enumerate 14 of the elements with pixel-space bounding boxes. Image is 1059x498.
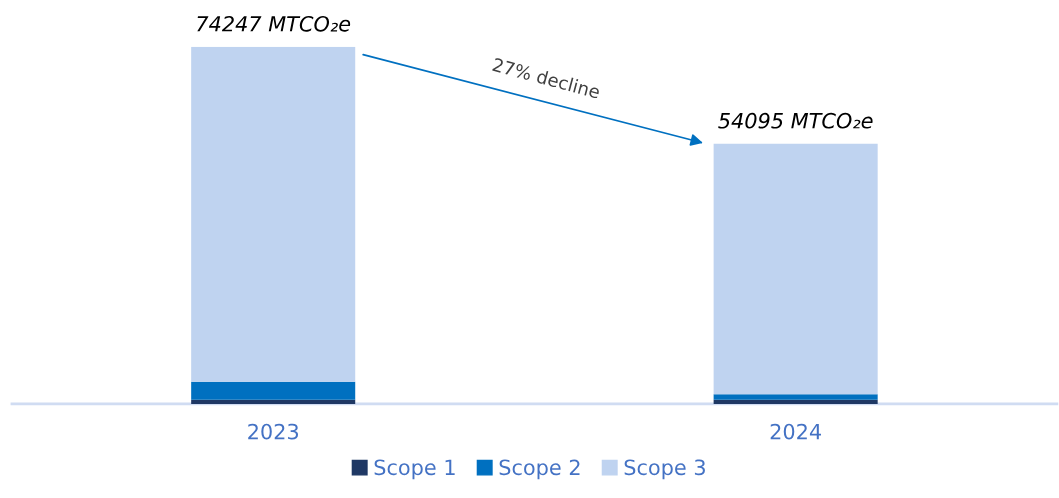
bar — [713, 143, 878, 395]
annotation: 27% decline — [492, 57, 601, 99]
x-tick-label: 2023 — [248, 423, 299, 440]
annotation: 74247 MTCO₂e — [197, 15, 351, 32]
annotation: 54095 MTCO₂e — [718, 112, 873, 129]
bar — [191, 399, 356, 404]
x-tick-label: 2024 — [770, 423, 821, 440]
bar — [713, 394, 878, 400]
bar — [713, 399, 878, 404]
bar — [191, 381, 356, 400]
legend-label: Scope 2 — [499, 459, 580, 480]
legend-label: Scope 3 — [624, 459, 705, 480]
bar — [191, 46, 356, 382]
legend-label: Scope 1 — [374, 459, 455, 480]
